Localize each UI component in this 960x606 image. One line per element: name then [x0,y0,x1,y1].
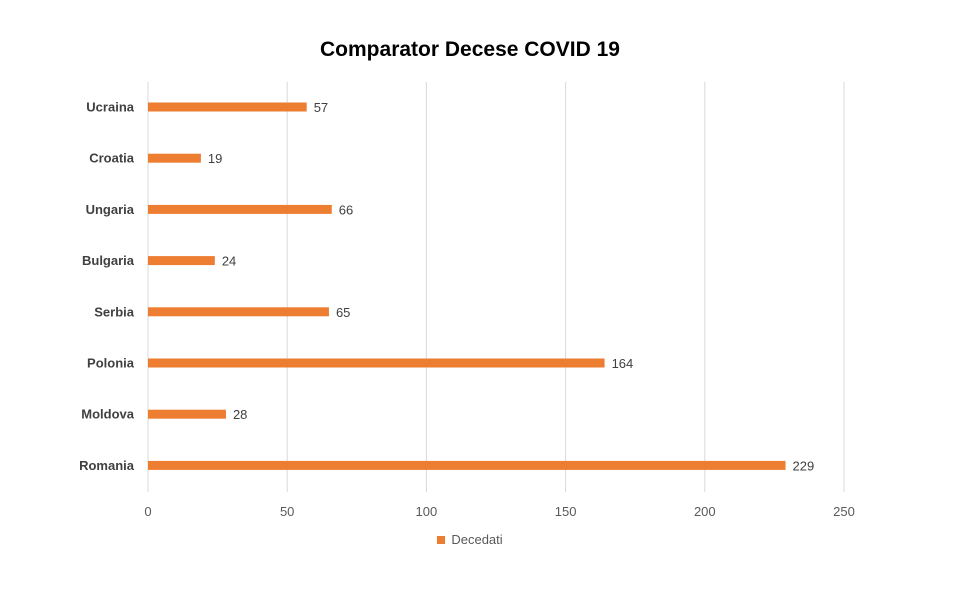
bar-moldova [148,409,226,419]
x-tick-label: 50 [280,504,294,519]
category-label: Croatia [89,151,135,166]
data-label: 19 [208,151,222,166]
category-label: Bulgaria [82,253,135,268]
data-label: 164 [612,356,634,371]
bar-serbia [148,307,329,317]
data-label: 28 [233,407,247,422]
category-label: Polonia [87,356,135,371]
data-label: 65 [336,305,350,320]
bar-romania [148,460,786,470]
bar-polonia [148,358,605,368]
bar-ungaria [148,204,332,214]
category-label: Ungaria [86,202,135,217]
data-label: 57 [314,100,328,115]
labels: 0 50 100 150 200 250 Ucraina 57 Croatia 19 Ungaria… [79,100,855,520]
x-tick-label: 100 [416,504,438,519]
legend-label: Decedati [451,532,503,547]
x-tick-label: 150 [555,504,577,519]
gridlines [147,82,845,492]
category-label: Romania [79,458,135,473]
bar-ucraina [148,102,307,112]
x-tick-label: 200 [694,504,716,519]
chart-title: Comparator Decese COVID 19 [320,38,620,61]
category-label: Serbia [94,304,135,319]
bars [148,102,786,470]
legend: Decedati [0,532,940,547]
legend-swatch [437,535,446,544]
x-tick-label: 0 [144,504,151,519]
bar-croatia [148,153,201,163]
x-tick-label: 250 [833,504,855,519]
data-label: 229 [793,458,815,473]
data-label: 66 [339,202,353,217]
bar-bulgaria [148,256,215,266]
category-label: Ucraina [86,100,134,115]
data-label: 24 [222,254,236,269]
category-label: Moldova [81,407,134,422]
